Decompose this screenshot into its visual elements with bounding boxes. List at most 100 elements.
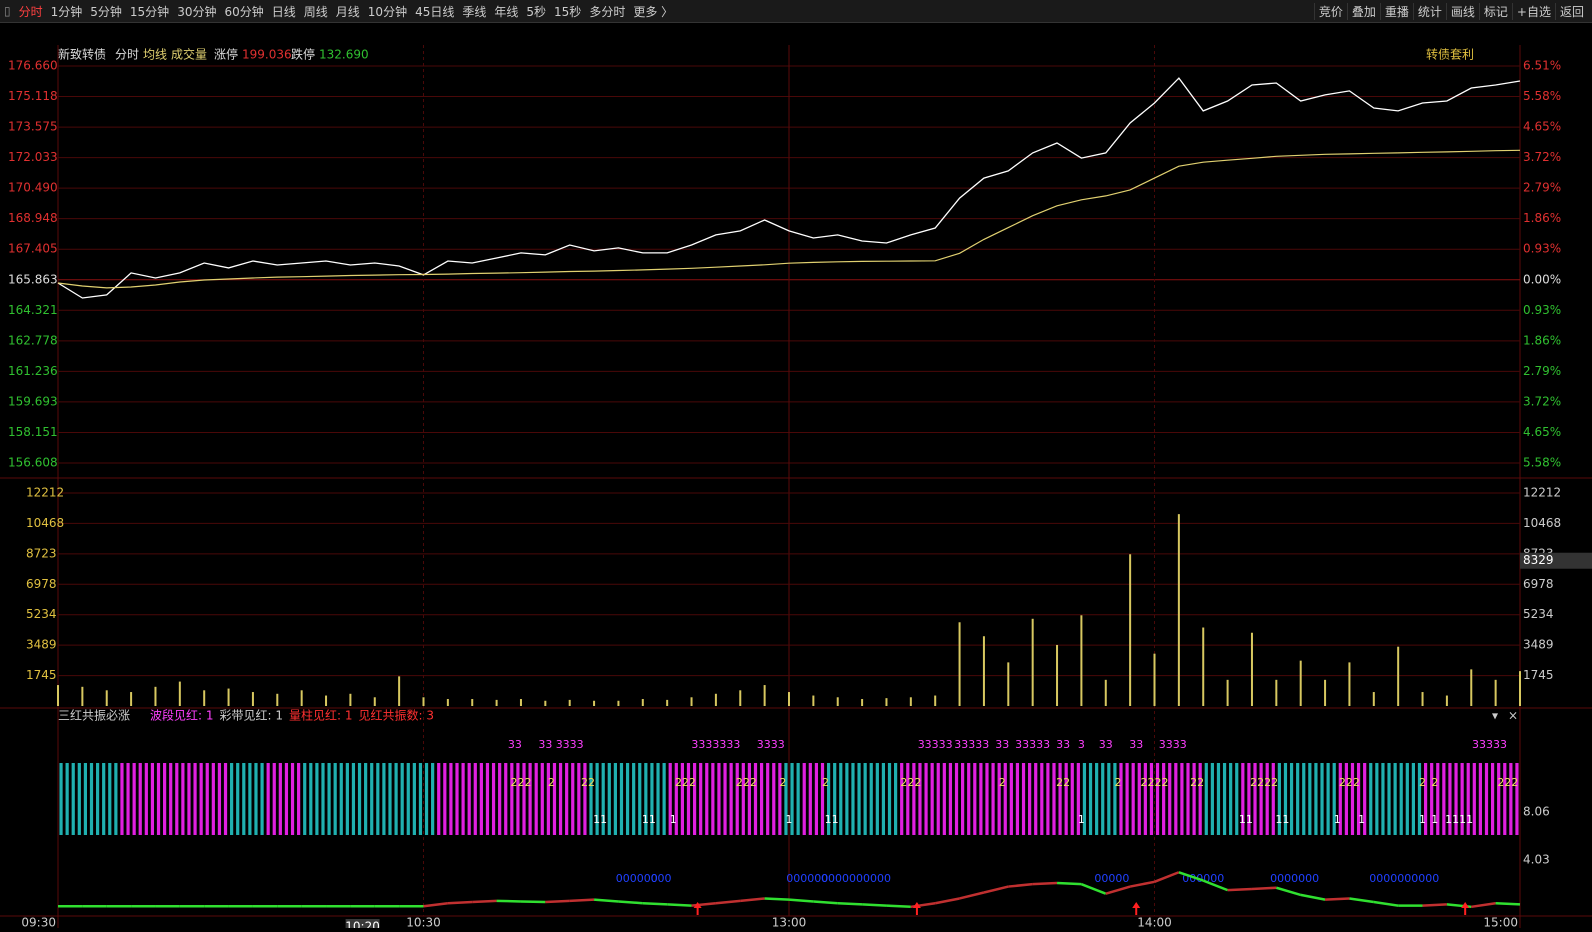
signal-label: 33 (995, 738, 1009, 751)
ribbon-stripe (108, 763, 112, 835)
toolbar-button[interactable]: 统计 (1412, 2, 1446, 20)
y2-tick-label: 10468 (1523, 516, 1561, 530)
toolbar-button[interactable]: 月线 (335, 4, 360, 19)
signal-label: 22 (1190, 776, 1204, 789)
ribbon-stripe (370, 763, 374, 835)
oscillator-segment (813, 900, 838, 905)
toolbar: ▯ 分时 1分钟 5分钟 15分钟 30分钟 60分钟 日线 周线 月线 10分钟 45日线 季线 年线 5… (0, 0, 1592, 23)
toolbar-button[interactable]: 周线 (303, 4, 328, 19)
y2-tick-label: 0.93% (1523, 242, 1561, 256)
signal-label: 2222 (1250, 776, 1278, 789)
oscillator-segment (740, 897, 765, 903)
toolbar-button[interactable]: 叠加 (1346, 2, 1380, 20)
ribbon-stripe (59, 763, 63, 835)
signal-label: 3333 (1159, 738, 1187, 751)
ribbon-stripe (1338, 763, 1342, 835)
ribbon-stripe (1229, 763, 1233, 835)
volume-bar (812, 695, 815, 706)
signal-arrow (912, 902, 921, 915)
toolbar-button[interactable]: 5分钟 (90, 4, 122, 19)
button[interactable]: 转债套利 (1426, 47, 1474, 62)
ribbon-stripe (680, 763, 684, 835)
ribbon-stripe (918, 763, 922, 835)
toolbar-button[interactable]: 返回 (1554, 2, 1588, 20)
volume-bar (1031, 618, 1034, 706)
toolbar-button[interactable]: 5秒 (526, 4, 547, 19)
oscillator-segment (1008, 882, 1033, 888)
ribbon-stripe (808, 763, 812, 835)
ribbon-stripe (1241, 763, 1245, 835)
ribbon-stripe (491, 763, 496, 835)
y-tick-label: 156.608 (8, 456, 58, 470)
toolbar-button[interactable]: 日线 (271, 4, 296, 19)
volume-bar (325, 695, 328, 706)
oscillator-segment (496, 899, 521, 903)
ribbon-stripe (638, 763, 642, 835)
ribbon-stripe (1174, 763, 1178, 835)
ribbon-stripe (1131, 763, 1135, 835)
toolbar-button[interactable]: 10分钟 (367, 4, 408, 19)
ribbon-stripe (1162, 763, 1166, 835)
ribbon-stripe (1003, 763, 1007, 835)
signal-label: 222 (900, 776, 921, 789)
volume-bar (471, 699, 474, 706)
ribbon-stripe (1186, 763, 1190, 835)
ribbon-stripe (851, 763, 855, 835)
volume-bar (57, 685, 59, 706)
ribbon-stripe (205, 763, 209, 835)
ribbon-stripe (1021, 763, 1026, 835)
ribbon-stripe (906, 763, 910, 835)
toolbar-button[interactable]: 标记 (1478, 2, 1512, 20)
y2-tick-label: 12212 (1523, 486, 1561, 500)
ribbon-stripe (1046, 763, 1050, 835)
ribbon-stripe (236, 763, 240, 835)
x-tick-label: 10:30 (406, 916, 441, 929)
toolbar-button[interactable]: +自选 (1511, 2, 1555, 20)
signal-label: 222 (1339, 776, 1360, 789)
toolbar-button[interactable]: 15分钟 (129, 4, 170, 19)
ribbon-stripe (1253, 763, 1257, 835)
toolbar-button[interactable]: 30分钟 (177, 4, 217, 19)
toolbar-button[interactable]: 竞价 (1313, 2, 1347, 20)
toolbar-button[interactable]: 60分钟 (224, 4, 264, 19)
toolbar-button[interactable]: 1分钟 (50, 4, 83, 19)
ribbon-stripe (845, 763, 849, 835)
toolbar-button[interactable]: 分时 (18, 4, 43, 19)
ribbon-stripe (948, 763, 953, 835)
ribbon-stripe (632, 763, 636, 835)
ribbon-stripe (102, 763, 106, 835)
volume-bar (714, 693, 717, 706)
volume-bar (641, 699, 644, 706)
signal-label: 1 (1431, 813, 1438, 826)
signal-label: 2 (1114, 776, 1121, 789)
signal-label: 1111 (1445, 813, 1473, 826)
ribbon-stripe (577, 763, 581, 835)
signal-label: 2 (779, 776, 786, 789)
oscillator-segment (667, 903, 692, 907)
ribbon-stripe (254, 763, 258, 835)
volume-bar (885, 698, 888, 706)
signal-label: 222 (736, 776, 757, 789)
volume-bar (446, 699, 449, 706)
toolbar-button[interactable]: 画线 (1445, 2, 1479, 20)
oscillator-segment (423, 901, 449, 908)
indicator-stat: 彩带见红: 1 (220, 708, 284, 723)
toolbar-button[interactable]: 45日线 (415, 4, 455, 19)
y-tick-label: 12212 (26, 486, 64, 500)
ribbon-stripe (1125, 763, 1129, 835)
toolbar-button[interactable]: 多分时 (589, 4, 626, 19)
toolbar-button[interactable]: 15秒 (554, 4, 582, 19)
toolbar-button[interactable]: 更多 〉 (633, 4, 674, 19)
signal-label: 1 (786, 813, 793, 826)
toolbar-button[interactable]: 季线 (462, 4, 487, 19)
toolbar-button[interactable]: 年线 (494, 4, 519, 19)
oscillator-segment (545, 899, 570, 904)
ribbon-stripe (1430, 763, 1434, 835)
signal-label: 00000 (1094, 872, 1129, 885)
volume-bar (1177, 514, 1180, 706)
ribbon-stripe (930, 763, 934, 835)
ribbon-stripe (662, 763, 666, 835)
y2-tick-label: 1.86% (1523, 211, 1561, 225)
volume-bar (593, 700, 596, 706)
toolbar-button[interactable]: 重播 (1379, 2, 1413, 20)
